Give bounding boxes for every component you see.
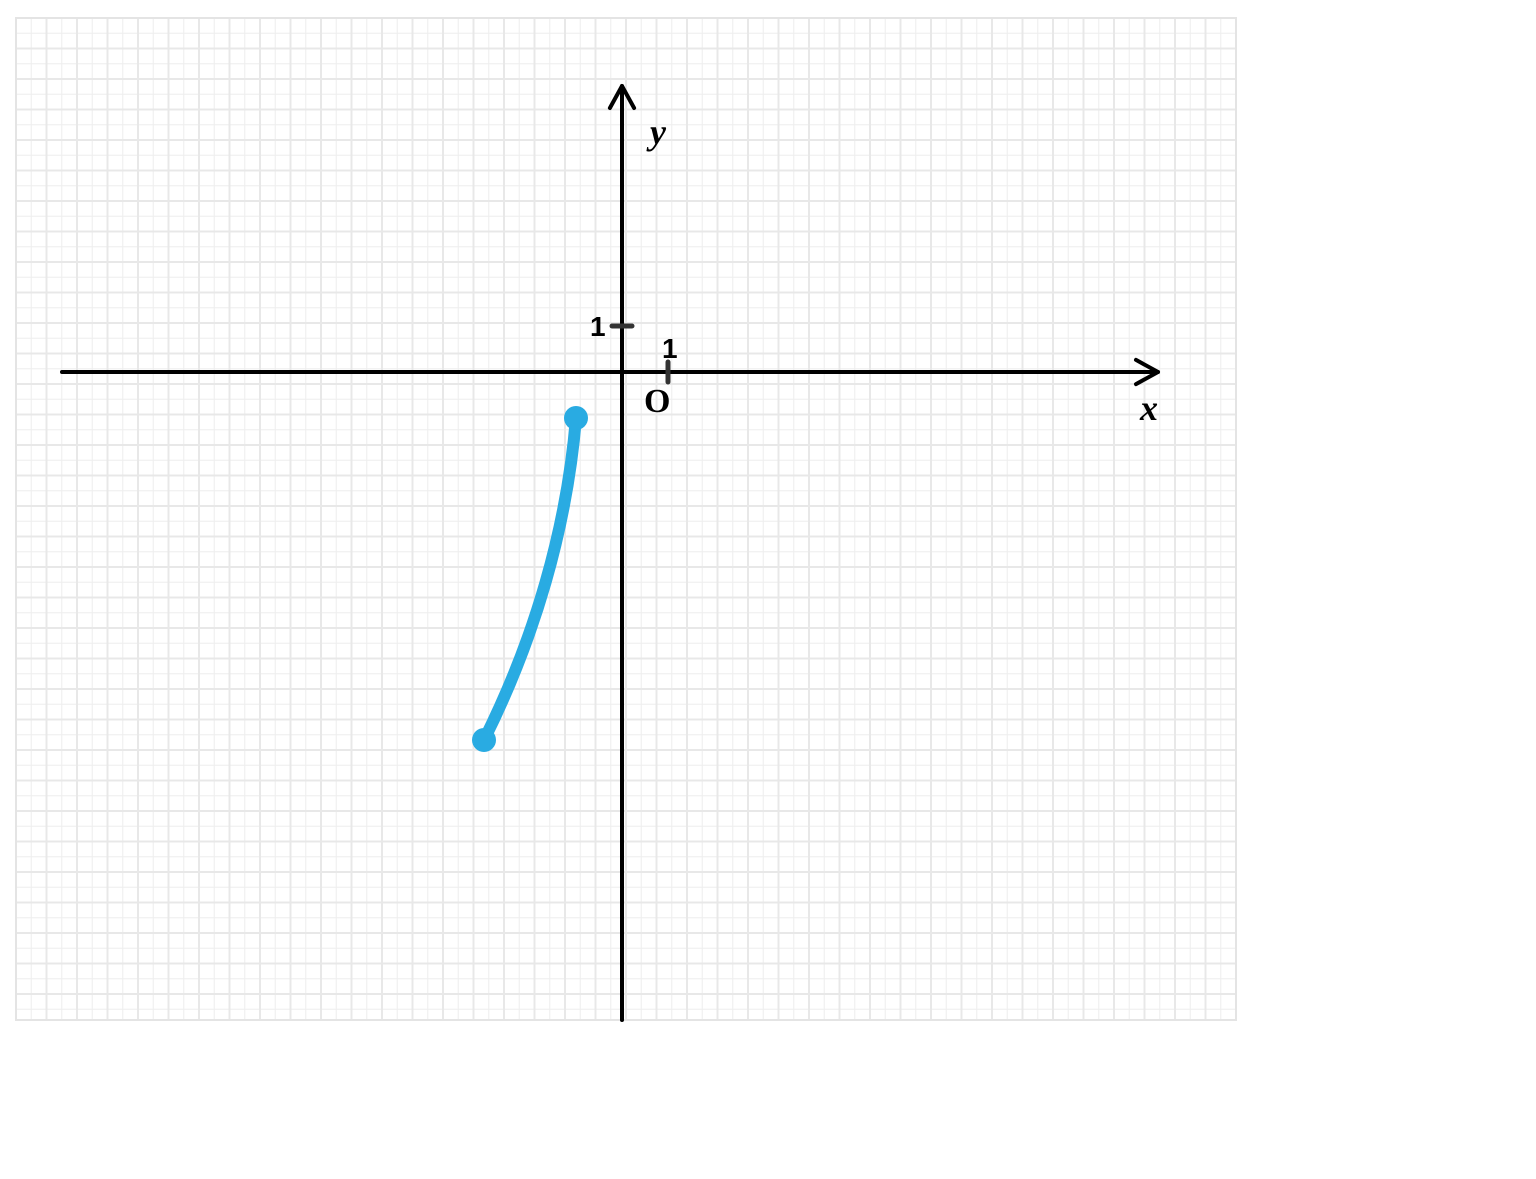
x-axis-label: x bbox=[1139, 388, 1158, 428]
curve-endpoint bbox=[564, 406, 588, 430]
y-axis-label: y bbox=[646, 112, 667, 152]
curve-endpoint bbox=[472, 728, 496, 752]
x-tick-1-label: 1 bbox=[662, 333, 678, 364]
y-tick-1-label: 1 bbox=[590, 311, 606, 342]
coordinate-chart: y x O 1 1 bbox=[0, 0, 1536, 1179]
chart-container: y x O 1 1 bbox=[0, 0, 1536, 1179]
grid bbox=[16, 18, 1236, 1020]
origin-label: O bbox=[644, 383, 670, 420]
